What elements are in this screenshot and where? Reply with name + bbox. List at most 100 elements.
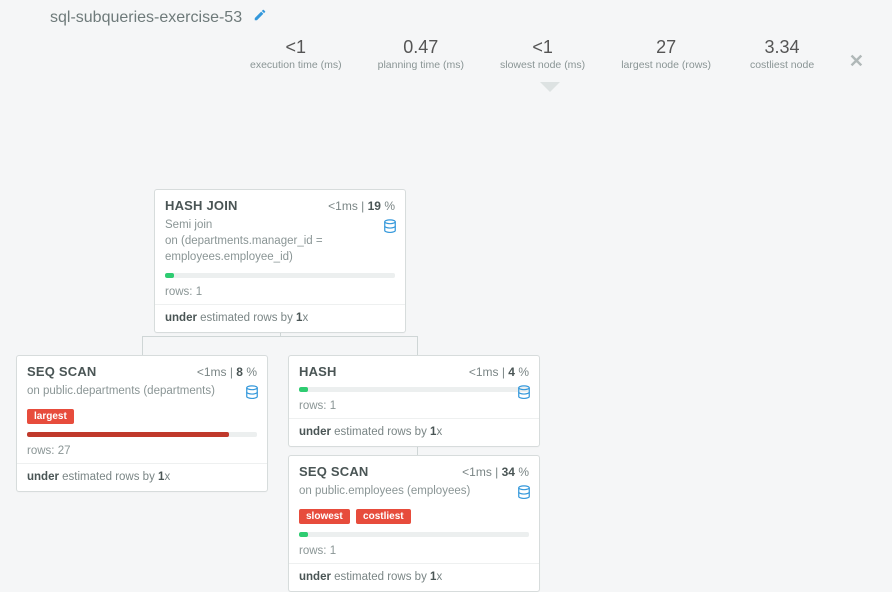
node-estimate: under estimated rows by 1x <box>155 305 405 332</box>
node-bar <box>155 271 405 282</box>
node-header: HASH <1ms | 4 % <box>289 356 539 383</box>
node-title: SEQ SCAN <box>299 464 369 479</box>
node-rows: rows: 1 <box>289 541 539 564</box>
est-prefix: under <box>27 471 59 483</box>
node-title: HASH JOIN <box>165 198 238 213</box>
database-icon[interactable] <box>517 385 531 401</box>
stat-label: slowest node (ms) <box>500 59 585 71</box>
node-body: on public.employees (employees) <box>289 483 539 505</box>
est-prefix: under <box>299 571 331 583</box>
node-bar <box>289 385 539 396</box>
est-mid: estimated rows by <box>197 312 296 324</box>
stat-value: <1 <box>500 37 585 58</box>
edit-icon[interactable] <box>253 9 267 25</box>
node-pct: 8 <box>236 365 243 379</box>
node-rows: rows: 1 <box>289 396 539 419</box>
node-title: HASH <box>299 364 337 379</box>
est-suffix: x <box>302 312 308 324</box>
node-time: <1 <box>197 365 211 379</box>
est-mid: estimated rows by <box>59 471 158 483</box>
page-title-bar: sql-subqueries-exercise-53 <box>0 0 892 33</box>
node-time: <1 <box>462 465 476 479</box>
node-detail: join <box>194 219 212 231</box>
close-icon[interactable]: ✕ <box>849 51 864 72</box>
node-timing: <1ms | 34 % <box>462 465 529 479</box>
node-detail: on (departments.manager_id = employees.e… <box>165 235 323 263</box>
node-body: Semi join on (departments.manager_id = e… <box>155 217 405 271</box>
node-detail: Semi <box>165 219 194 231</box>
node-tags: slowest costliest <box>289 505 539 530</box>
node-time: <1 <box>469 365 483 379</box>
database-icon[interactable] <box>383 219 397 235</box>
est-prefix: under <box>299 426 331 438</box>
rows-value: 1 <box>330 400 336 412</box>
node-timing: <1ms | 4 % <box>469 365 529 379</box>
tag-largest: largest <box>27 409 74 424</box>
node-pct: 19 <box>368 199 381 213</box>
node-time: <1 <box>328 199 342 213</box>
connector <box>417 336 418 356</box>
stat-label: execution time (ms) <box>250 59 342 71</box>
rows-label: rows: <box>27 445 54 457</box>
node-timing: <1ms | 8 % <box>197 365 257 379</box>
node-rows: rows: 1 <box>155 282 405 305</box>
est-suffix: x <box>436 426 442 438</box>
connector <box>142 336 418 337</box>
tag-slowest: slowest <box>299 509 350 524</box>
est-suffix: x <box>436 571 442 583</box>
node-bar <box>289 530 539 541</box>
plan-node-hash-join[interactable]: HASH JOIN <1ms | 19 % Semi join on (depa… <box>154 189 406 333</box>
node-timing: <1ms | 19 % <box>328 199 395 213</box>
rows-value: 1 <box>196 286 202 298</box>
stat-slowest-node: <1 slowest node (ms) <box>500 37 585 71</box>
node-pct: 4 <box>508 365 515 379</box>
database-icon[interactable] <box>517 485 531 501</box>
node-header: HASH JOIN <1ms | 19 % <box>155 190 405 217</box>
est-mid: estimated rows by <box>331 571 430 583</box>
stat-value: 0.47 <box>378 37 464 58</box>
node-time-unit: ms <box>483 365 499 379</box>
rows-value: 27 <box>58 445 71 457</box>
plan-node-hash[interactable]: HASH <1ms | 4 % rows: 1 under estimated … <box>288 355 540 447</box>
node-time-unit: ms <box>342 199 358 213</box>
node-estimate: under estimated rows by 1x <box>289 419 539 446</box>
plan-node-seq-scan-employees[interactable]: SEQ SCAN <1ms | 34 % on public.employees… <box>288 455 540 592</box>
stat-label: largest node (rows) <box>621 59 711 71</box>
tag-costliest: costliest <box>356 509 411 524</box>
stat-label: planning time (ms) <box>378 59 464 71</box>
stat-exec-time: <1 execution time (ms) <box>250 37 342 71</box>
node-body <box>289 383 539 385</box>
est-prefix: under <box>165 312 197 324</box>
database-icon[interactable] <box>245 385 259 401</box>
page-title: sql-subqueries-exercise-53 <box>50 9 242 26</box>
stat-value: 27 <box>621 37 711 58</box>
node-pct: 34 <box>502 465 515 479</box>
node-time-unit: ms <box>211 365 227 379</box>
rows-value: 1 <box>330 545 336 557</box>
connector <box>142 336 143 356</box>
summary-stats: <1 execution time (ms) 0.47 planning tim… <box>0 33 892 81</box>
stat-largest-node: 27 largest node (rows) <box>621 37 711 71</box>
node-header: SEQ SCAN <1ms | 8 % <box>17 356 267 383</box>
rows-label: rows: <box>165 286 192 298</box>
node-bar <box>17 430 267 441</box>
stat-value: 3.34 <box>747 37 817 58</box>
stat-label: costliest node <box>747 59 817 71</box>
node-rows: rows: 27 <box>17 441 267 464</box>
stat-costliest-node: 3.34 costliest node <box>747 37 817 71</box>
node-title: SEQ SCAN <box>27 364 97 379</box>
plan-node-seq-scan-departments[interactable]: SEQ SCAN <1ms | 8 % on public.department… <box>16 355 268 492</box>
node-detail: on public.employees (employees) <box>299 485 470 497</box>
node-body: on public.departments (departments) <box>17 383 267 405</box>
node-time-unit: ms <box>476 465 492 479</box>
est-suffix: x <box>164 471 170 483</box>
node-estimate: under estimated rows by 1x <box>17 464 267 491</box>
est-mid: estimated rows by <box>331 426 430 438</box>
node-tags: largest <box>17 405 267 430</box>
stat-value: <1 <box>250 37 342 58</box>
rows-label: rows: <box>299 545 326 557</box>
rows-label: rows: <box>299 400 326 412</box>
node-header: SEQ SCAN <1ms | 34 % <box>289 456 539 483</box>
node-estimate: under estimated rows by 1x <box>289 564 539 591</box>
plan-canvas: HASH JOIN <1ms | 19 % Semi join on (depa… <box>0 81 892 501</box>
